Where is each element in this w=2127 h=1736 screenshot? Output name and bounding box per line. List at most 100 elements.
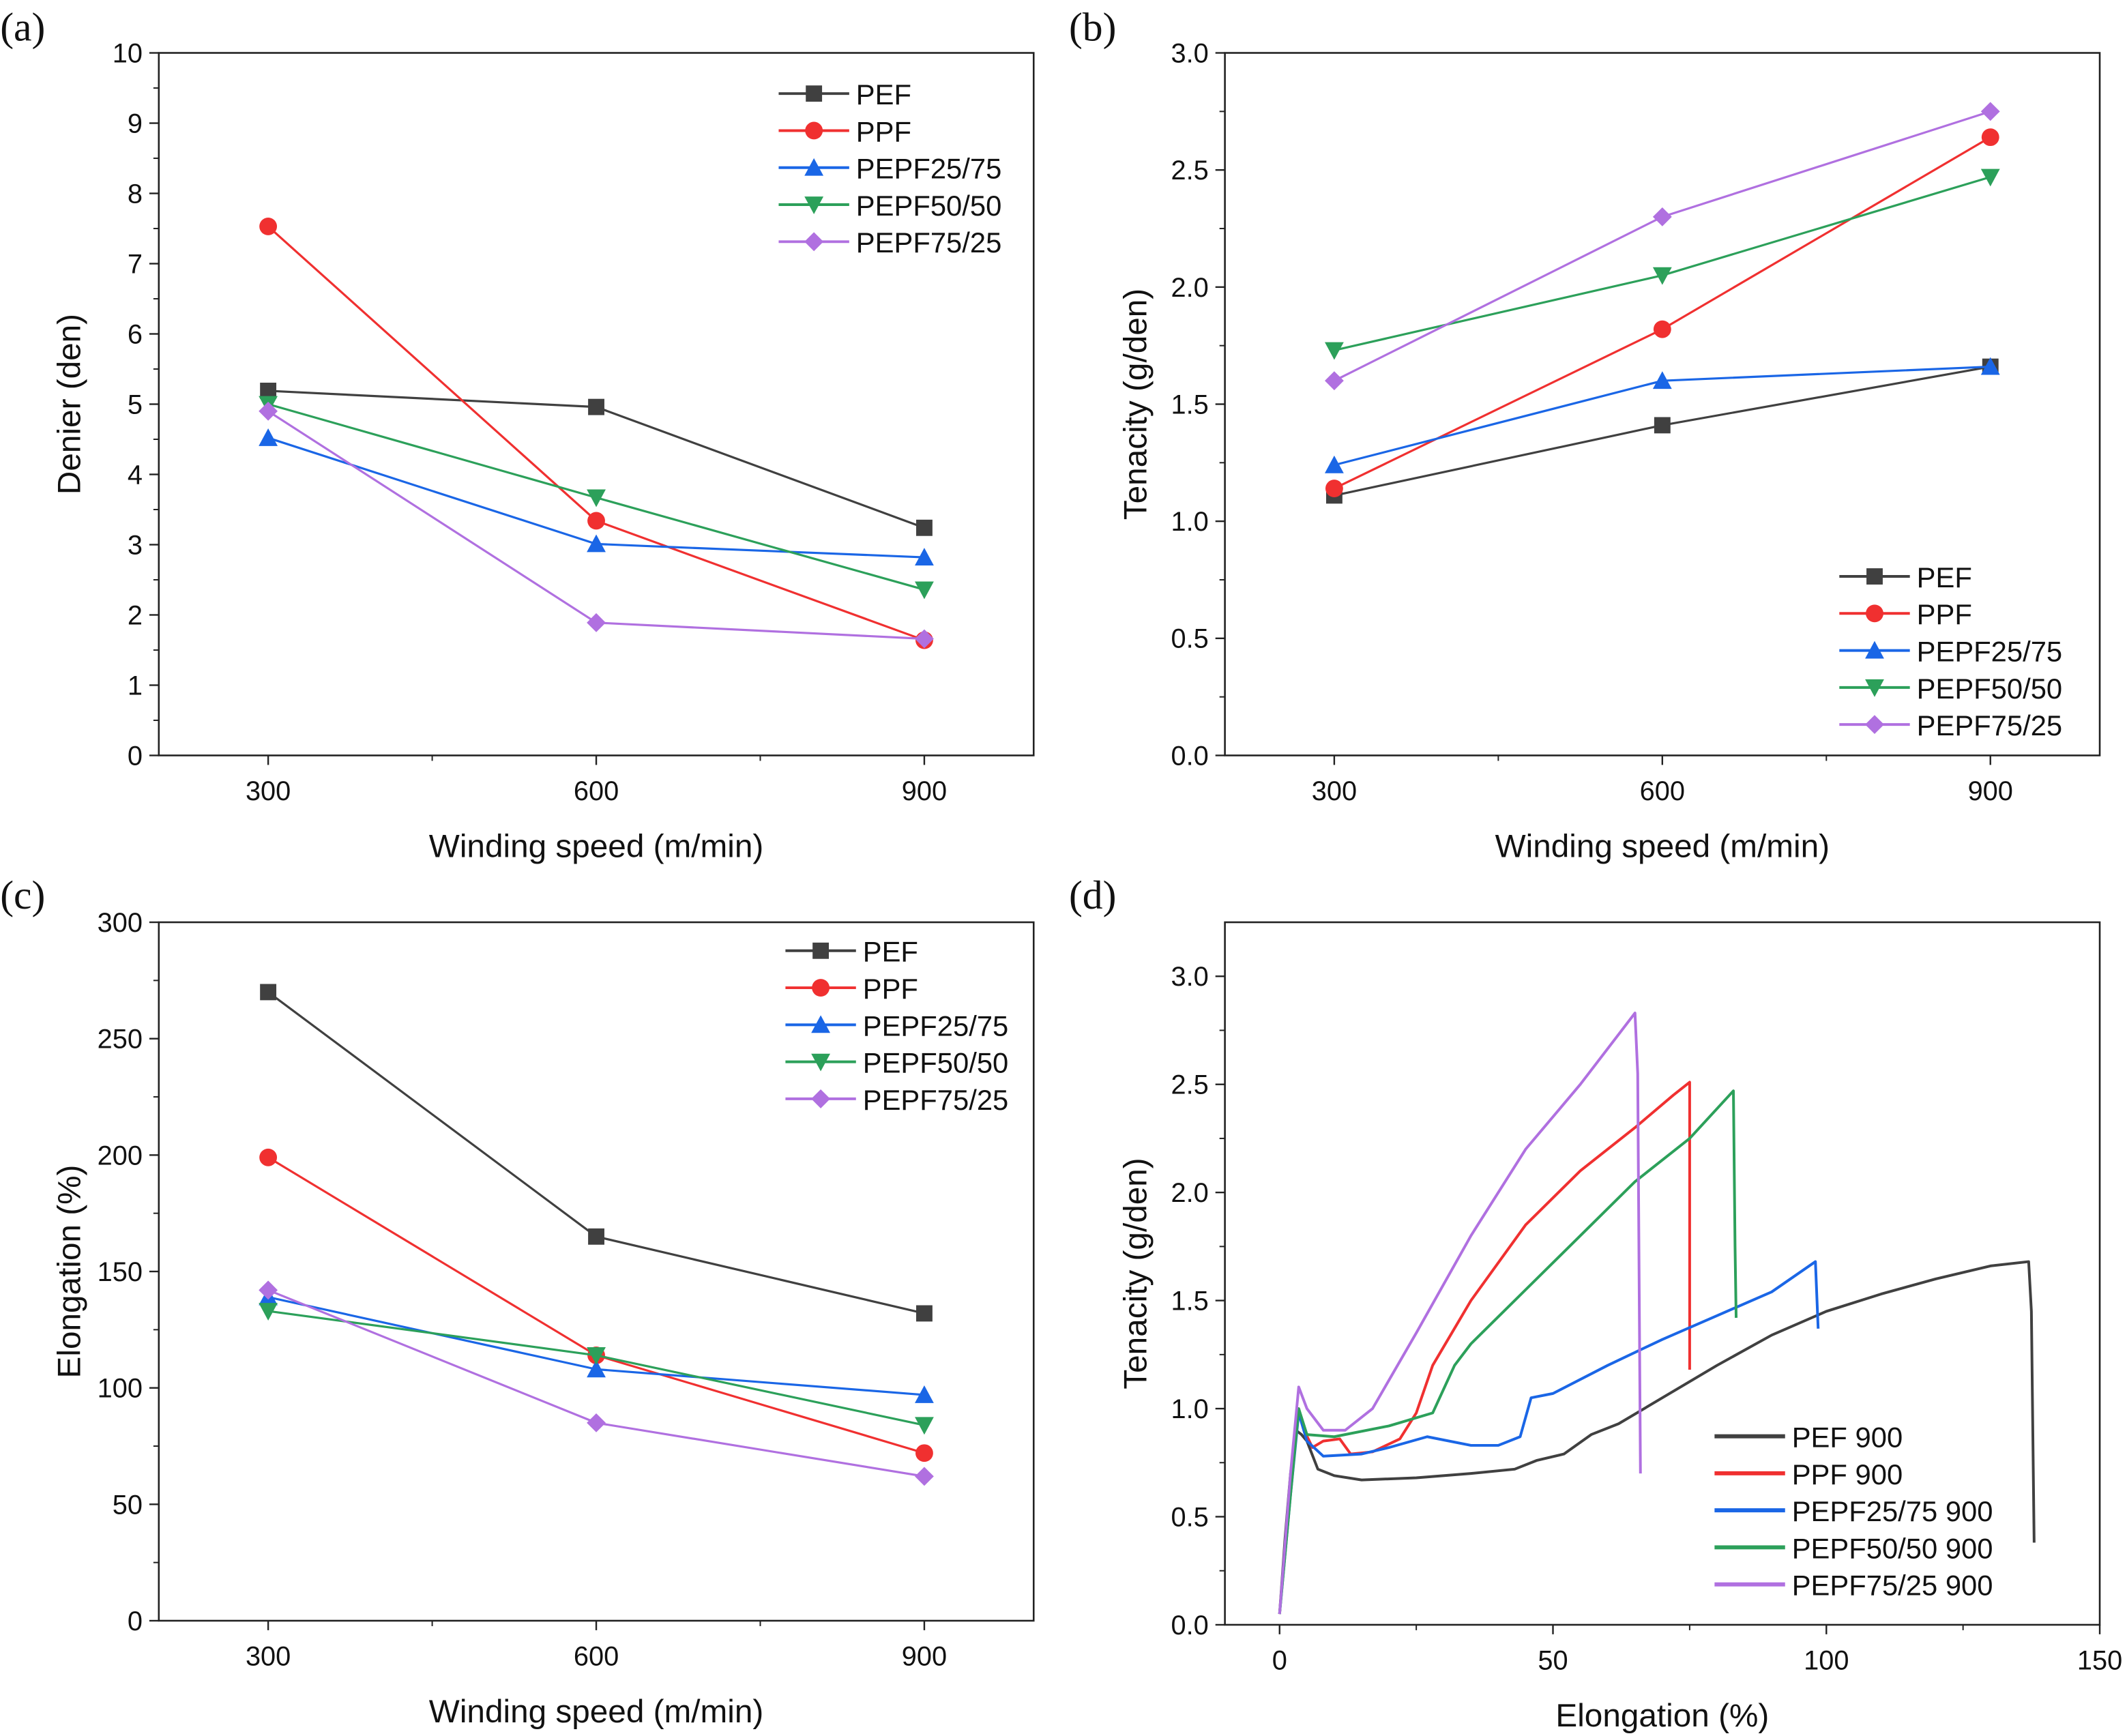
legend-marker	[812, 942, 830, 959]
legend-entry: PEPF50/50	[785, 1047, 1008, 1079]
y-tick-label: 5	[128, 389, 143, 420]
y-tick-label: 1.0	[1171, 507, 1208, 537]
y-axis-label: Denier (den)	[51, 314, 87, 495]
legend-label: PEPF50/50	[863, 1047, 1009, 1079]
y-tick-label: 2.5	[1171, 156, 1208, 186]
data-point	[259, 428, 278, 446]
legend-label: PEPF50/50	[1917, 673, 2063, 705]
y-tick-label: 9	[128, 108, 143, 138]
y-tick-label: 1	[128, 671, 143, 701]
data-point	[915, 1467, 934, 1486]
legend-marker	[1865, 641, 1884, 659]
series-ppf	[1325, 128, 1999, 498]
data-point	[259, 218, 278, 235]
y-tick-label: 0	[128, 1606, 143, 1636]
y-tick-label: 300	[98, 908, 143, 938]
legend-marker	[1866, 604, 1883, 623]
series-line	[267, 1296, 925, 1396]
legend-label: PEPF25/75	[1917, 635, 2063, 667]
data-point	[587, 1359, 606, 1378]
legend-marker	[805, 121, 823, 140]
y-tick-label: 0.0	[1171, 1610, 1208, 1641]
series-pepf75-25	[259, 1280, 934, 1486]
legend-label: PEF	[1917, 561, 1972, 593]
data-point	[1652, 267, 1672, 285]
y-tick-label: 3.0	[1171, 962, 1208, 992]
panel-label: (d)	[1069, 872, 1117, 917]
legend-entry: PPF	[778, 115, 911, 147]
data-point	[1324, 342, 1344, 360]
legend-entry: PEPF25/75 900	[1714, 1495, 1993, 1527]
data-point	[587, 534, 606, 553]
legend-entry: PEPF25/75	[778, 153, 1001, 185]
y-tick-label: 100	[98, 1374, 143, 1404]
legend-label: PPF	[856, 115, 911, 147]
legend-marker	[1865, 715, 1884, 735]
y-tick-label: 1.0	[1171, 1394, 1208, 1424]
legend-marker	[811, 1089, 831, 1108]
series-pef	[260, 383, 933, 536]
chart-panel-d: (d) 0 50 100 150 0.0 0.5 1.0 1.5 2.0 2.5 3.0 Elongat…	[1069, 872, 2122, 1734]
chart-panel-c: (c) 300 600 900 0 50 100 150 200 250 300 Winding sp…	[0, 872, 1035, 1730]
legend-label: PEPF75/25	[1917, 709, 2063, 741]
y-tick-label: 8	[128, 179, 143, 209]
series-line	[267, 1156, 925, 1454]
legend-label: PPF	[863, 973, 918, 1005]
legend-label: PPF 900	[1792, 1458, 1903, 1490]
series-pepf75-25	[259, 401, 934, 649]
y-tick-label: 10	[113, 38, 143, 68]
data-point	[259, 1280, 278, 1300]
legend-entry: PEPF75/25 900	[1714, 1570, 1993, 1602]
y-tick-label: 3	[128, 530, 143, 560]
series-pepf25-75	[1324, 357, 2000, 473]
legend-label: PEF	[863, 936, 918, 968]
legend-entry: PEF	[778, 78, 911, 111]
x-axis-label: Winding speed (m/min)	[429, 829, 763, 865]
legend-label: PEPF25/75 900	[1792, 1495, 1993, 1527]
data-point	[1324, 455, 1344, 473]
data-point	[1653, 320, 1671, 338]
x-axis-label: Elongation (%)	[1555, 1698, 1769, 1734]
data-point	[1654, 417, 1671, 434]
x-tick-label: 300	[1312, 776, 1357, 806]
series-line	[1334, 136, 1991, 490]
data-point	[1652, 371, 1672, 389]
y-tick-label: 150	[98, 1257, 143, 1287]
series-pepf75-25-900	[1278, 1012, 1642, 1615]
x-tick-label: 300	[246, 776, 291, 806]
legend-marker	[804, 196, 824, 214]
x-tick-label: 150	[2077, 1646, 2122, 1676]
legend-label: PPF	[1917, 598, 1972, 630]
x-axis-label: Winding speed (m/min)	[429, 1694, 763, 1730]
series-pef	[1325, 358, 1999, 504]
data-point	[587, 512, 605, 530]
series-line	[1278, 1260, 2036, 1615]
legend-marker	[1865, 679, 1884, 697]
y-tick-label: 1.5	[1171, 389, 1208, 420]
data-point	[587, 1413, 606, 1432]
data-point	[1981, 128, 1999, 147]
x-tick-label: 100	[1804, 1646, 1849, 1676]
series-pepf25-75	[259, 428, 934, 565]
legend-label: PEPF75/25 900	[1792, 1570, 1993, 1602]
plot-frame	[1224, 921, 2101, 1626]
series-line	[1278, 1012, 1642, 1615]
data-point	[587, 1347, 606, 1365]
legend-marker	[811, 1053, 831, 1072]
data-point	[915, 1417, 934, 1435]
legend-entry: PEPF25/75	[785, 1010, 1008, 1042]
data-point	[1980, 357, 2000, 375]
y-tick-label: 1.5	[1171, 1286, 1208, 1316]
legend-entry: PEPF50/50	[1839, 673, 2062, 705]
legend-label: PEPF25/75	[863, 1010, 1009, 1042]
data-point	[915, 1385, 934, 1403]
data-point	[588, 398, 604, 415]
y-tick-label: 2	[128, 600, 143, 630]
legend-label: PEPF75/25	[863, 1084, 1009, 1116]
legend-entry: PEPF75/25	[778, 226, 1001, 259]
y-tick-label: 4	[128, 460, 143, 490]
x-tick-label: 50	[1538, 1646, 1568, 1676]
series-pef	[260, 984, 933, 1322]
panel-label: (a)	[0, 5, 45, 50]
legend-marker	[811, 1015, 831, 1033]
